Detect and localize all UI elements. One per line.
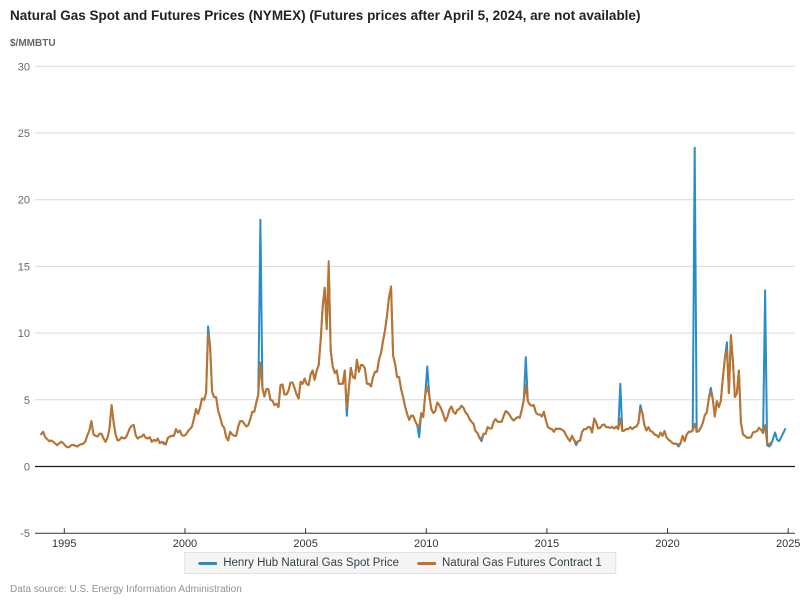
svg-text:1995: 1995 bbox=[52, 538, 76, 550]
svg-text:2010: 2010 bbox=[414, 538, 438, 550]
svg-text:2025: 2025 bbox=[776, 538, 800, 550]
svg-text:2005: 2005 bbox=[293, 538, 317, 550]
svg-text:-5: -5 bbox=[20, 528, 30, 540]
data-source-note: Data source: U.S. Energy Information Adm… bbox=[10, 584, 242, 595]
svg-text:20: 20 bbox=[18, 195, 30, 207]
legend-item-futures: Natural Gas Futures Contract 1 bbox=[416, 557, 602, 569]
svg-text:5: 5 bbox=[24, 395, 30, 407]
svg-text:2000: 2000 bbox=[173, 538, 197, 550]
spot-line-swatch-icon bbox=[198, 561, 218, 565]
svg-text:2015: 2015 bbox=[535, 538, 559, 550]
svg-text:10: 10 bbox=[18, 328, 30, 340]
svg-text:15: 15 bbox=[18, 261, 30, 273]
svg-text:2020: 2020 bbox=[655, 538, 679, 550]
legend-label-spot: Henry Hub Natural Gas Spot Price bbox=[223, 557, 399, 569]
legend-item-spot: Henry Hub Natural Gas Spot Price bbox=[198, 557, 399, 569]
svg-text:25: 25 bbox=[18, 128, 30, 140]
futures-line-swatch-icon bbox=[416, 561, 436, 565]
chart-legend: Henry Hub Natural Gas Spot Price Natural… bbox=[184, 552, 616, 574]
legend-label-futures: Natural Gas Futures Contract 1 bbox=[441, 557, 602, 569]
svg-text:30: 30 bbox=[18, 61, 30, 73]
y-axis-units-label: $/MMBTU bbox=[10, 38, 56, 49]
chart-title: Natural Gas Spot and Futures Prices (NYM… bbox=[10, 8, 641, 23]
svg-text:0: 0 bbox=[24, 462, 30, 474]
